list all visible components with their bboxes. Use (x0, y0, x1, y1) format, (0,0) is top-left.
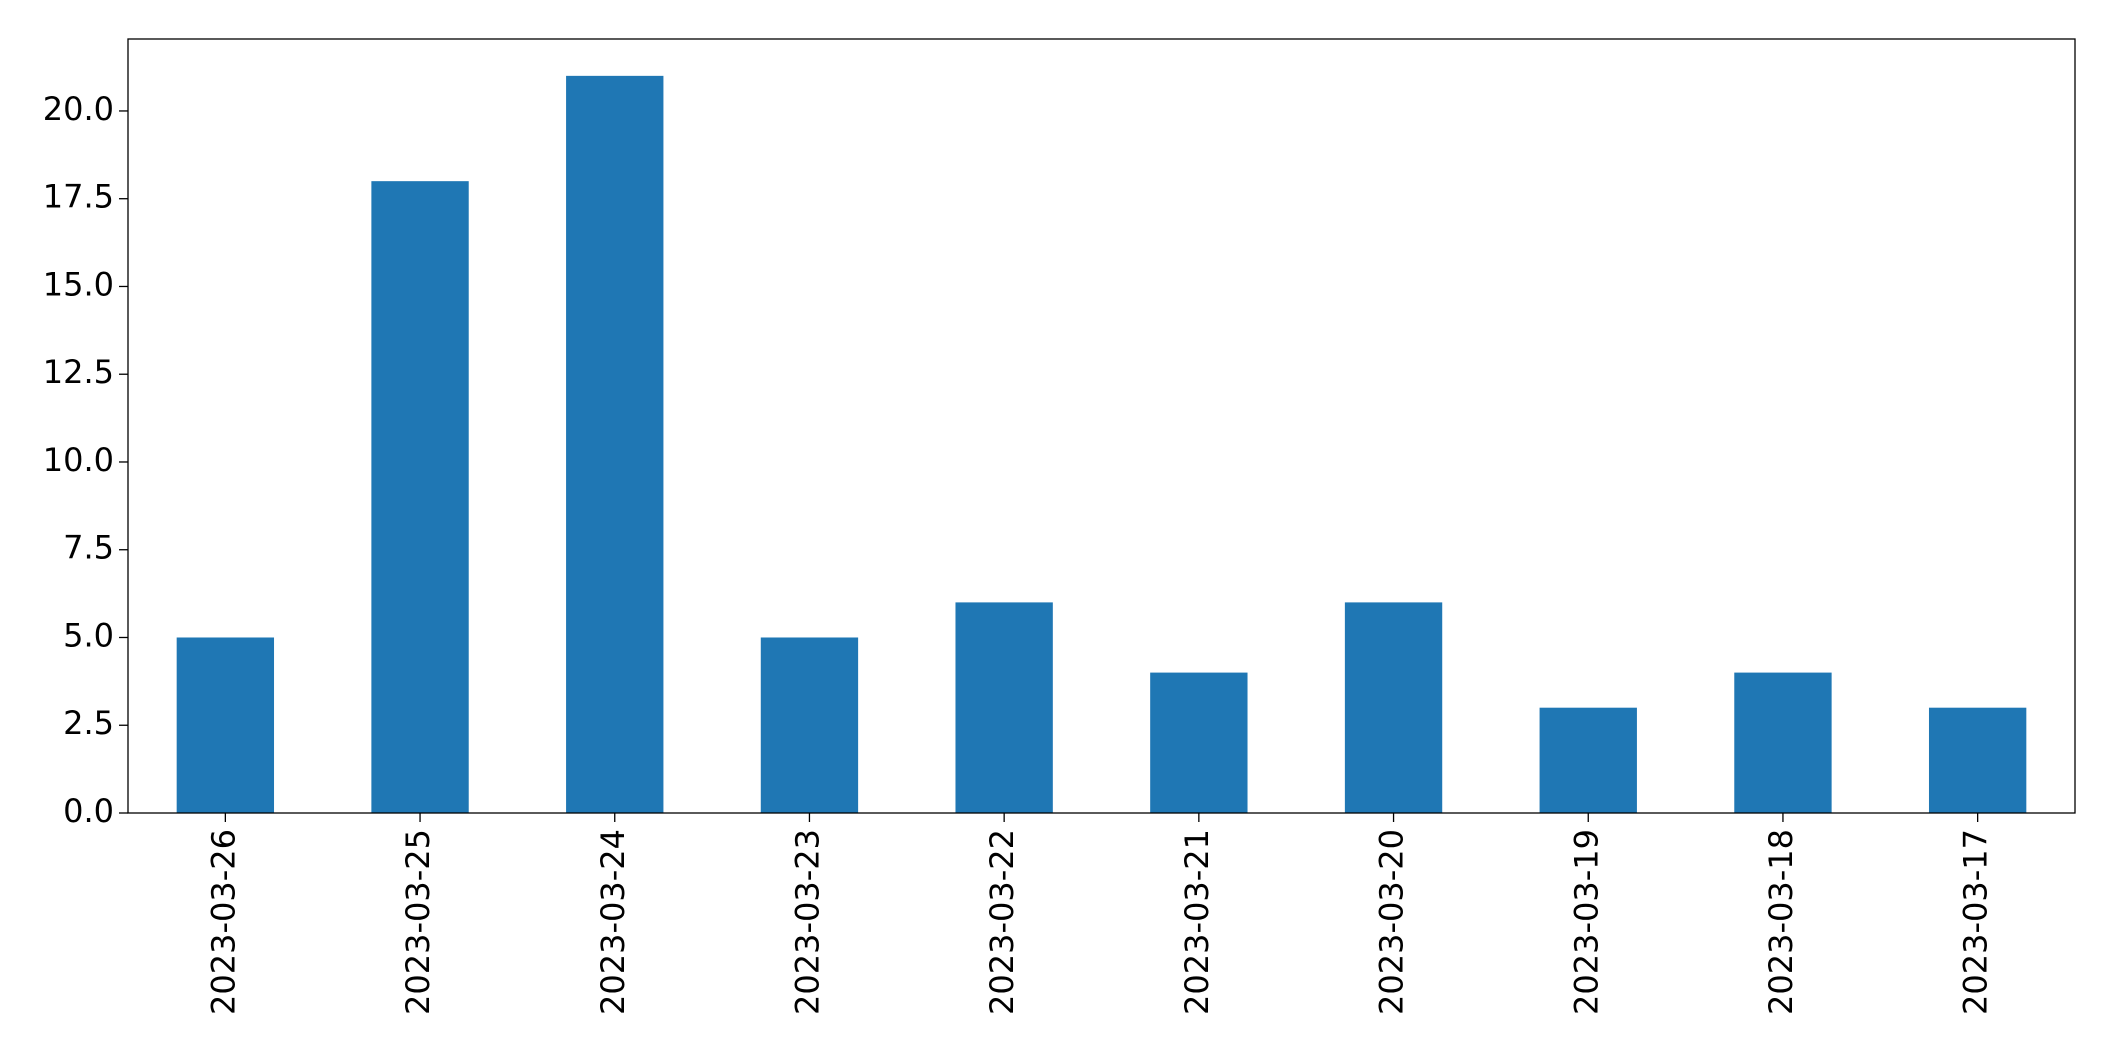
bar (1344, 602, 1443, 813)
bar (1928, 707, 2027, 813)
x-tick-label: 2023-03-19 (1567, 829, 1605, 1015)
x-tick-label: 2023-03-20 (1373, 829, 1411, 1015)
y-tick-label: 7.5 (63, 529, 114, 567)
y-tick-label: 2.5 (63, 704, 114, 742)
bar (760, 637, 859, 813)
x-tick-label: 2023-03-18 (1762, 829, 1800, 1015)
x-tick-label: 2023-03-21 (1178, 829, 1216, 1015)
bar (955, 602, 1053, 813)
bar (371, 181, 469, 813)
bar (566, 75, 664, 814)
y-tick-label: 12.5 (43, 353, 114, 391)
y-tick-label: 5.0 (63, 616, 114, 654)
y-tick-label: 15.0 (43, 265, 114, 303)
bar (176, 637, 275, 813)
y-tick-label: 20.0 (43, 90, 114, 128)
x-tick-label: 2023-03-23 (788, 829, 826, 1015)
y-tick-label: 10.0 (43, 441, 114, 479)
x-tick-label: 2023-03-17 (1957, 829, 1995, 1015)
x-tick-label: 2023-03-25 (399, 829, 437, 1015)
y-tick-label: 0.0 (63, 792, 114, 830)
y-tick-label: 17.5 (43, 178, 114, 216)
bar (1539, 707, 1637, 813)
bar (1150, 672, 1248, 813)
bar (1734, 672, 1832, 813)
x-tick-label: 2023-03-24 (594, 829, 632, 1015)
x-tick-label: 2023-03-26 (204, 829, 242, 1015)
axes-frame (127, 38, 2076, 814)
x-tick-label: 2023-03-22 (983, 829, 1021, 1015)
